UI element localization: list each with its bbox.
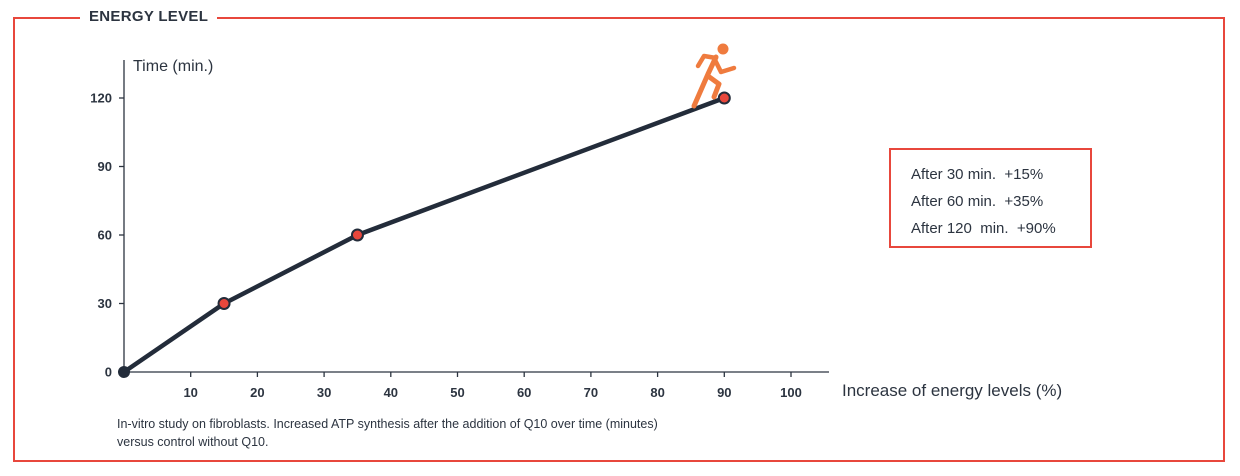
data-point bbox=[217, 297, 231, 310]
x-axis-title: Increase of energy levels (%) bbox=[842, 381, 1063, 400]
x-tick-label: 70 bbox=[584, 385, 598, 400]
x-tick-label: 20 bbox=[250, 385, 264, 400]
y-tick-label: 120 bbox=[90, 91, 112, 106]
y-tick-label: 90 bbox=[98, 159, 112, 174]
data-point bbox=[350, 228, 364, 242]
x-tick-label: 30 bbox=[317, 385, 331, 400]
y-axis-title: Time (min.) bbox=[133, 58, 214, 75]
result-30min: After 30 min. +15% bbox=[911, 166, 1044, 183]
y-tick-label: 30 bbox=[98, 296, 112, 311]
chart-frame bbox=[13, 17, 1225, 462]
results-box: After 30 min. +15% After 60 min. +35% Af… bbox=[889, 148, 1092, 248]
x-tick-label: 100 bbox=[780, 385, 802, 400]
chart-title: ENERGY LEVEL bbox=[80, 8, 218, 26]
data-point bbox=[717, 91, 731, 105]
study-note: In-vitro study on fibroblasts. Increased… bbox=[117, 415, 757, 451]
x-tick-label: 80 bbox=[650, 385, 664, 400]
result-120min: After 120 min. +90% bbox=[911, 220, 1056, 237]
study-note-line-2: versus control without Q10. bbox=[117, 435, 269, 449]
y-tick-label: 60 bbox=[98, 228, 112, 243]
result-60min: After 60 min. +35% bbox=[911, 193, 1044, 210]
study-note-line-1: In-vitro study on fibroblasts. Increased… bbox=[117, 417, 658, 431]
x-tick-label: 40 bbox=[384, 385, 398, 400]
x-tick-label: 90 bbox=[717, 385, 731, 400]
x-tick-label: 50 bbox=[450, 385, 464, 400]
y-tick-label: 0 bbox=[105, 365, 112, 380]
x-tick-label: 10 bbox=[183, 385, 197, 400]
running-person-icon bbox=[691, 43, 737, 109]
series-line bbox=[121, 95, 727, 375]
data-point bbox=[118, 366, 130, 378]
x-tick-label: 60 bbox=[517, 385, 531, 400]
